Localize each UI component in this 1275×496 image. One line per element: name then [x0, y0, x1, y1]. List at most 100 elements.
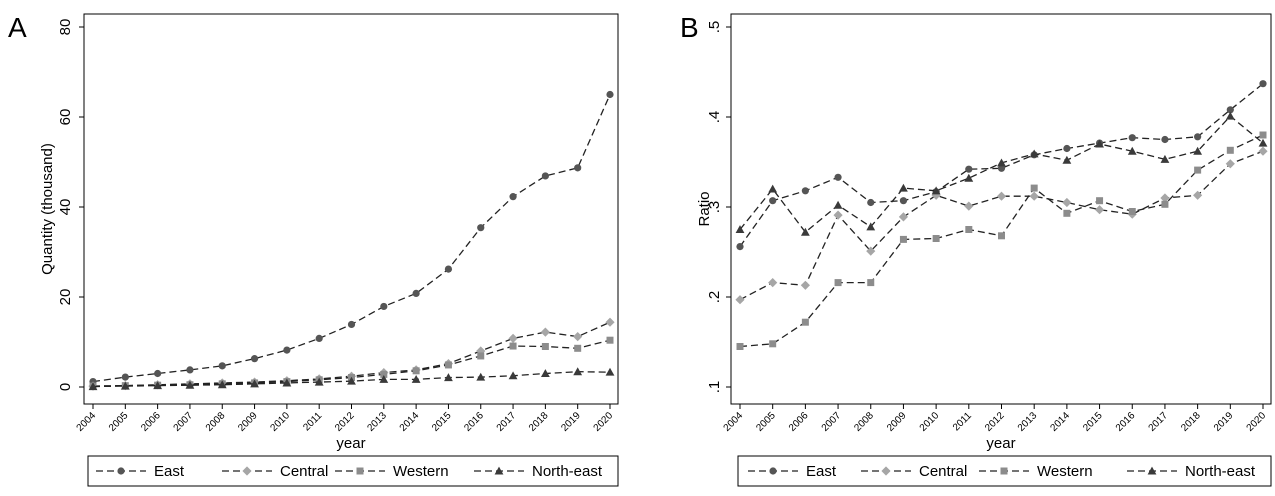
data-point	[735, 225, 745, 234]
y-tick-label: 20	[57, 289, 74, 306]
data-point	[898, 212, 909, 222]
panel-a: A 0 20 40 60 80 Quantity (thousand) 2004 2005 200…	[8, 12, 619, 487]
data-point	[121, 373, 129, 381]
x-tick-label: 2019	[1212, 410, 1236, 434]
data-point	[899, 235, 907, 243]
data-point	[1226, 106, 1234, 114]
data-point	[347, 376, 356, 385]
data-point	[1030, 184, 1038, 192]
data-point	[606, 90, 614, 99]
data-point	[1029, 149, 1039, 158]
legend-item: Central	[861, 463, 967, 480]
data-point	[1095, 139, 1104, 148]
data-point	[801, 187, 809, 195]
legend: East Central Western North-east	[737, 455, 1272, 487]
x-tick-label: 2004	[75, 410, 99, 434]
legend-label: Central	[919, 463, 967, 480]
series-line	[92, 94, 611, 383]
data-point	[411, 374, 421, 383]
data-point	[996, 191, 1007, 201]
legend-label: Western	[1037, 463, 1093, 480]
data-point	[541, 172, 549, 180]
x-tick-label: 2013	[365, 410, 389, 434]
x-tick-label: 2008	[852, 410, 876, 434]
x-tick-label: 2014	[1048, 410, 1072, 434]
legend-marker	[881, 466, 891, 476]
data-point	[120, 381, 130, 390]
x-tick-label: 2005	[754, 410, 778, 434]
x-axis-title: year	[336, 435, 365, 452]
data-point	[218, 362, 226, 370]
legend-item: Western	[979, 463, 1093, 480]
plot-frame	[83, 13, 619, 405]
x-tick-label: 2006	[787, 410, 811, 434]
series-line	[739, 115, 1264, 234]
y-axis-title: Quantity (thousand)	[39, 143, 56, 275]
series-line	[739, 83, 1264, 247]
data-point	[800, 227, 810, 236]
x-tick-label: 2013	[1016, 410, 1040, 434]
data-point	[185, 380, 195, 389]
legend-label: East	[806, 463, 837, 480]
data-point	[834, 173, 842, 181]
legend-marker	[1147, 466, 1157, 475]
data-point	[964, 201, 974, 211]
data-point	[769, 197, 777, 205]
data-point	[931, 186, 941, 195]
data-point	[965, 226, 973, 233]
data-point	[867, 279, 875, 287]
legend-item: North-east	[474, 463, 603, 480]
data-point	[1062, 155, 1072, 164]
data-point	[250, 355, 259, 363]
data-point	[1161, 200, 1169, 208]
legend-marker	[117, 467, 125, 475]
data-point	[768, 184, 778, 193]
data-point	[509, 342, 517, 350]
data-point	[1160, 154, 1170, 163]
data-point	[379, 374, 389, 383]
data-point	[1258, 146, 1268, 156]
x-tick-label: 2015	[430, 410, 454, 434]
legend-item: East	[96, 463, 185, 480]
data-point	[736, 243, 744, 251]
x-tick-label: 2018	[1179, 410, 1203, 434]
x-tick-label: 2010	[268, 410, 292, 434]
data-point	[1258, 138, 1268, 147]
data-point	[573, 332, 583, 342]
data-point	[1063, 209, 1071, 217]
data-point	[1161, 135, 1169, 144]
data-point	[314, 377, 324, 386]
series-north-east	[735, 111, 1268, 236]
data-point	[250, 379, 259, 388]
data-point	[867, 198, 875, 207]
x-tick-label: 2019	[559, 410, 583, 434]
data-point	[606, 336, 614, 344]
legend-label: East	[154, 463, 185, 480]
data-point	[800, 280, 810, 290]
data-point	[1194, 133, 1202, 141]
x-tick-label: 2020	[1245, 410, 1269, 434]
x-tick-label: 2020	[592, 410, 616, 434]
legend-label: North-east	[1185, 463, 1256, 480]
data-point	[1259, 80, 1267, 88]
x-tick-label: 2008	[204, 410, 228, 434]
x-tick-label: 2011	[951, 410, 974, 433]
data-point	[997, 158, 1006, 167]
data-point	[1096, 197, 1104, 205]
data-point	[998, 232, 1005, 240]
data-point	[1193, 190, 1203, 200]
data-point	[1259, 131, 1267, 139]
y-tick-label: 0	[57, 383, 74, 391]
data-point	[965, 165, 973, 173]
legend-marker	[769, 467, 777, 475]
data-point	[540, 369, 550, 378]
data-point	[283, 346, 291, 354]
data-point	[541, 343, 549, 350]
data-point	[1128, 208, 1136, 215]
data-point	[801, 318, 809, 326]
legend: East Central Western North-east	[87, 455, 619, 487]
data-point	[1225, 111, 1235, 120]
x-tick-label: 2010	[918, 410, 942, 434]
